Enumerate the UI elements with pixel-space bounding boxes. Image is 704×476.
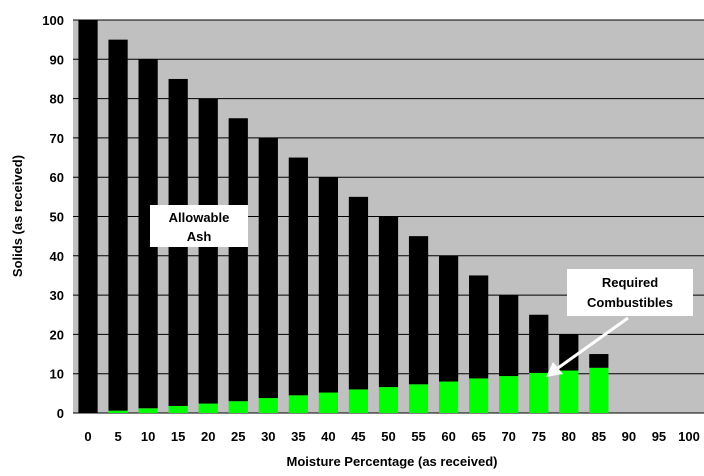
bar-combustibles-5 [108,410,128,413]
x-tick-label: 50 [381,429,395,444]
x-tick-label: 95 [652,429,666,444]
y-tick-label: 40 [50,249,64,264]
bar-ash-75 [529,314,549,373]
y-tick-label: 20 [50,327,64,342]
annotation-required-combustibles-line1: Required [602,275,658,290]
annotation-allowable-ash-line1: Allowable [169,210,230,225]
bar-ash-45 [348,196,369,390]
bar-ash-30 [258,137,278,399]
bar-combustibles-65 [469,378,489,413]
bar-ash-35 [288,157,308,396]
annotation-required-combustibles-line2: Combustibles [587,295,673,310]
x-tick-label: 85 [592,429,606,444]
x-tick-label: 30 [261,429,275,444]
annotation-allowable-ash: Allowable Ash [150,205,248,247]
annotation-arrow-head [546,362,563,377]
bar-combustibles-80 [559,370,579,413]
x-tick-label: 80 [562,429,576,444]
bar-combustibles-40 [318,392,339,413]
x-tick-label: 20 [201,429,215,444]
x-tick-label: 35 [291,429,305,444]
y-axis-label: Solids (as received) [10,155,25,277]
x-tick-label: 70 [501,429,515,444]
bar-ash-40 [318,177,339,393]
x-tick-label: 45 [351,429,365,444]
x-tick-label: 15 [171,429,185,444]
bar-combustibles-25 [228,401,248,413]
bar-ash-5 [108,39,128,411]
x-tick-label: 75 [532,429,546,444]
bar-ash-10 [138,59,158,409]
x-tick-label: 40 [321,429,335,444]
bar-combustibles-30 [258,398,278,413]
bar-combustibles-35 [288,395,308,413]
annotation-arrow-shaft [557,316,629,370]
bar-ash-20 [198,98,218,404]
x-axis-label: Moisture Percentage (as received) [287,454,498,469]
x-tick-label: 25 [231,429,245,444]
y-tick-labels: 0 10 20 30 40 50 60 70 80 90 100 [42,13,64,421]
annotation-required-combustibles-box [567,269,693,316]
bar-combustibles-85 [589,367,609,413]
x-tick-label: 5 [114,429,121,444]
y-tick-label: 50 [50,210,64,225]
y-tick-label: 100 [42,13,64,28]
annotation-allowable-ash-box [150,205,248,247]
y-tick-label: 70 [50,131,64,146]
annotation-required-combustibles: Required Combustibles [546,269,693,377]
bar-ash-25 [228,118,248,402]
x-tick-label: 65 [471,429,485,444]
x-tick-label: 90 [622,429,636,444]
bar-combustibles-70 [499,376,519,413]
bar-combustibles-60 [438,381,459,413]
x-tick-label: 10 [141,429,155,444]
y-tick-label: 90 [50,52,64,67]
bar-ash-0 [78,20,98,413]
y-tick-label: 30 [50,288,64,303]
x-tick-label: 60 [441,429,455,444]
bar-combustibles-15 [168,405,188,413]
x-tick-label: 0 [84,429,91,444]
bar-combustibles-50 [378,387,399,413]
bar-ash-55 [408,236,429,385]
bar-combustibles-75 [529,372,549,413]
bar-combustibles-20 [198,403,218,413]
bar-ash-85 [589,354,609,368]
bars [78,20,609,413]
y-tick-label: 0 [57,406,64,421]
x-tick-label: 100 [678,429,700,444]
y-tick-label: 60 [50,170,64,185]
bar-ash-65 [469,275,489,379]
bar-ash-80 [559,334,579,371]
annotation-allowable-ash-line2: Ash [187,229,212,244]
bar-combustibles-45 [348,389,369,413]
bar-combustibles-55 [408,384,429,413]
bar-ash-60 [438,255,459,382]
x-tick-labels: 0 5 10 15 20 25 30 35 40 45 50 55 60 65 70 75 80 85 90 95 10… [84,429,699,444]
bar-combustibles-10 [138,408,158,413]
bar-ash-70 [499,295,519,377]
y-tick-label: 10 [50,367,64,382]
bar-ash-50 [378,216,399,388]
x-tick-label: 55 [411,429,425,444]
y-tick-label: 80 [50,92,64,107]
